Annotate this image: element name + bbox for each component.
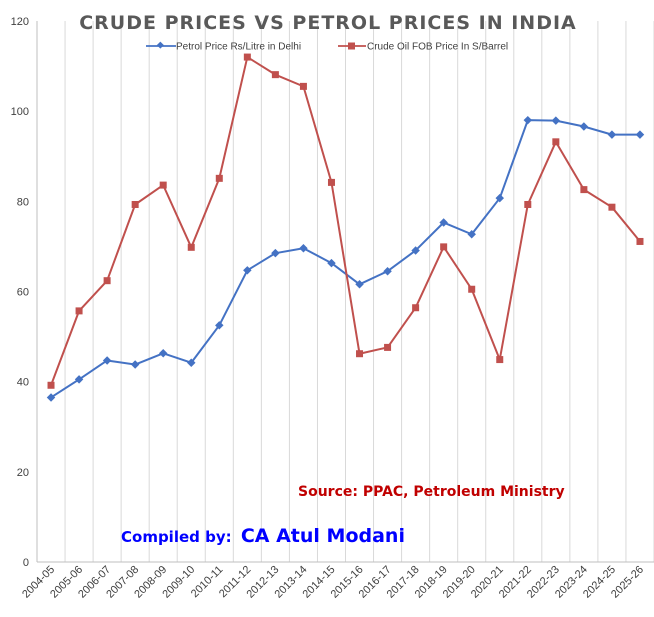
data-point-diamond (102, 356, 112, 365)
data-point-square (468, 285, 476, 293)
data-point-square (243, 53, 251, 61)
series-group (46, 53, 645, 402)
data-point-diamond (158, 349, 168, 358)
data-point-square (440, 243, 448, 251)
data-point-square (496, 356, 504, 364)
legend-marker-crude (348, 42, 355, 50)
y-tick-label: 80 (17, 196, 29, 208)
data-point-square (75, 307, 83, 315)
data-point-diamond (411, 246, 420, 255)
legend-label-petrol: Petrol Price Rs/Litre in Delhi (176, 42, 301, 53)
data-point-diamond (46, 393, 56, 402)
data-point-square (131, 200, 139, 208)
y-tick-label: 40 (17, 377, 29, 389)
data-point-diamond (467, 230, 476, 239)
y-tick-label: 20 (17, 467, 29, 479)
data-point-square (159, 181, 167, 189)
data-point-diamond (495, 193, 504, 203)
data-point-square (187, 243, 195, 251)
y-tick-label: 120 (11, 16, 29, 28)
gridlines (36, 21, 654, 562)
data-point-diamond (439, 218, 448, 227)
data-point-square (327, 178, 335, 186)
data-point-square (356, 350, 364, 358)
data-point-square (636, 237, 644, 245)
compiled-by-annotation: Compiled by: CA Atul Modani (121, 525, 405, 547)
data-point-square (552, 138, 560, 146)
data-point-diamond (299, 243, 308, 253)
data-point-square (215, 174, 223, 182)
y-tick-label: 60 (17, 287, 29, 299)
data-point-diamond (74, 375, 84, 384)
data-point-square (608, 203, 616, 211)
series-line-1 (50, 56, 641, 386)
y-tick-label: 0 (23, 557, 29, 569)
data-point-square (580, 186, 588, 194)
y-axis-ticks: 0 20 40 60 80 100 120 (11, 16, 29, 569)
data-point-diamond (187, 358, 196, 367)
source-annotation: Source: PPAC, Petroleum Ministry (298, 484, 565, 500)
data-point-square (47, 381, 55, 389)
compiled-name: CA Atul Modani (241, 525, 405, 547)
data-point-square (412, 304, 420, 312)
legend-label-crude: Crude Oil FOB Price In S/Barrel (367, 42, 508, 53)
compiled-label: Compiled by: (121, 528, 237, 546)
data-point-diamond (215, 321, 224, 330)
chart-title: CRUDE PRICES VS PETROL PRICES IN INDIA (79, 12, 577, 34)
data-point-square (299, 82, 307, 90)
data-point-diamond (243, 266, 252, 275)
y-tick-label: 100 (11, 106, 29, 118)
legend: Petrol Price Rs/Litre in Delhi Crude Oil… (146, 42, 508, 53)
axes (36, 21, 654, 563)
data-point-diamond (327, 258, 336, 268)
data-point-diamond (355, 280, 364, 289)
data-point-diamond (130, 360, 140, 369)
data-point-square (524, 200, 532, 208)
data-point-square (103, 277, 111, 285)
data-point-diamond (383, 266, 392, 276)
data-point-square (384, 343, 392, 351)
data-point-square (271, 71, 279, 79)
data-point-diamond (271, 248, 280, 258)
